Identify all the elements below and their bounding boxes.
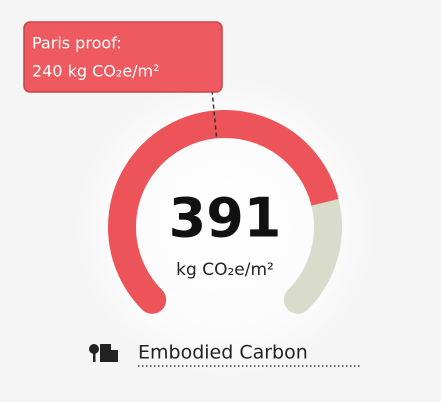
target-tooltip <box>23 21 223 93</box>
target-marker <box>211 91 218 137</box>
target-value-label: 240 kg CO₂e/m² <box>32 62 160 81</box>
track-cap <box>283 285 312 314</box>
footer-link[interactable]: Embodied Carbon <box>138 342 308 364</box>
footer-icon <box>89 344 118 362</box>
fill-cap <box>138 285 167 314</box>
gauge-fill <box>108 110 339 310</box>
gauge-value: 391 <box>169 187 282 250</box>
gauge-unit: kg CO₂e/m² <box>176 260 274 280</box>
target-label: Paris proof: <box>32 34 122 53</box>
